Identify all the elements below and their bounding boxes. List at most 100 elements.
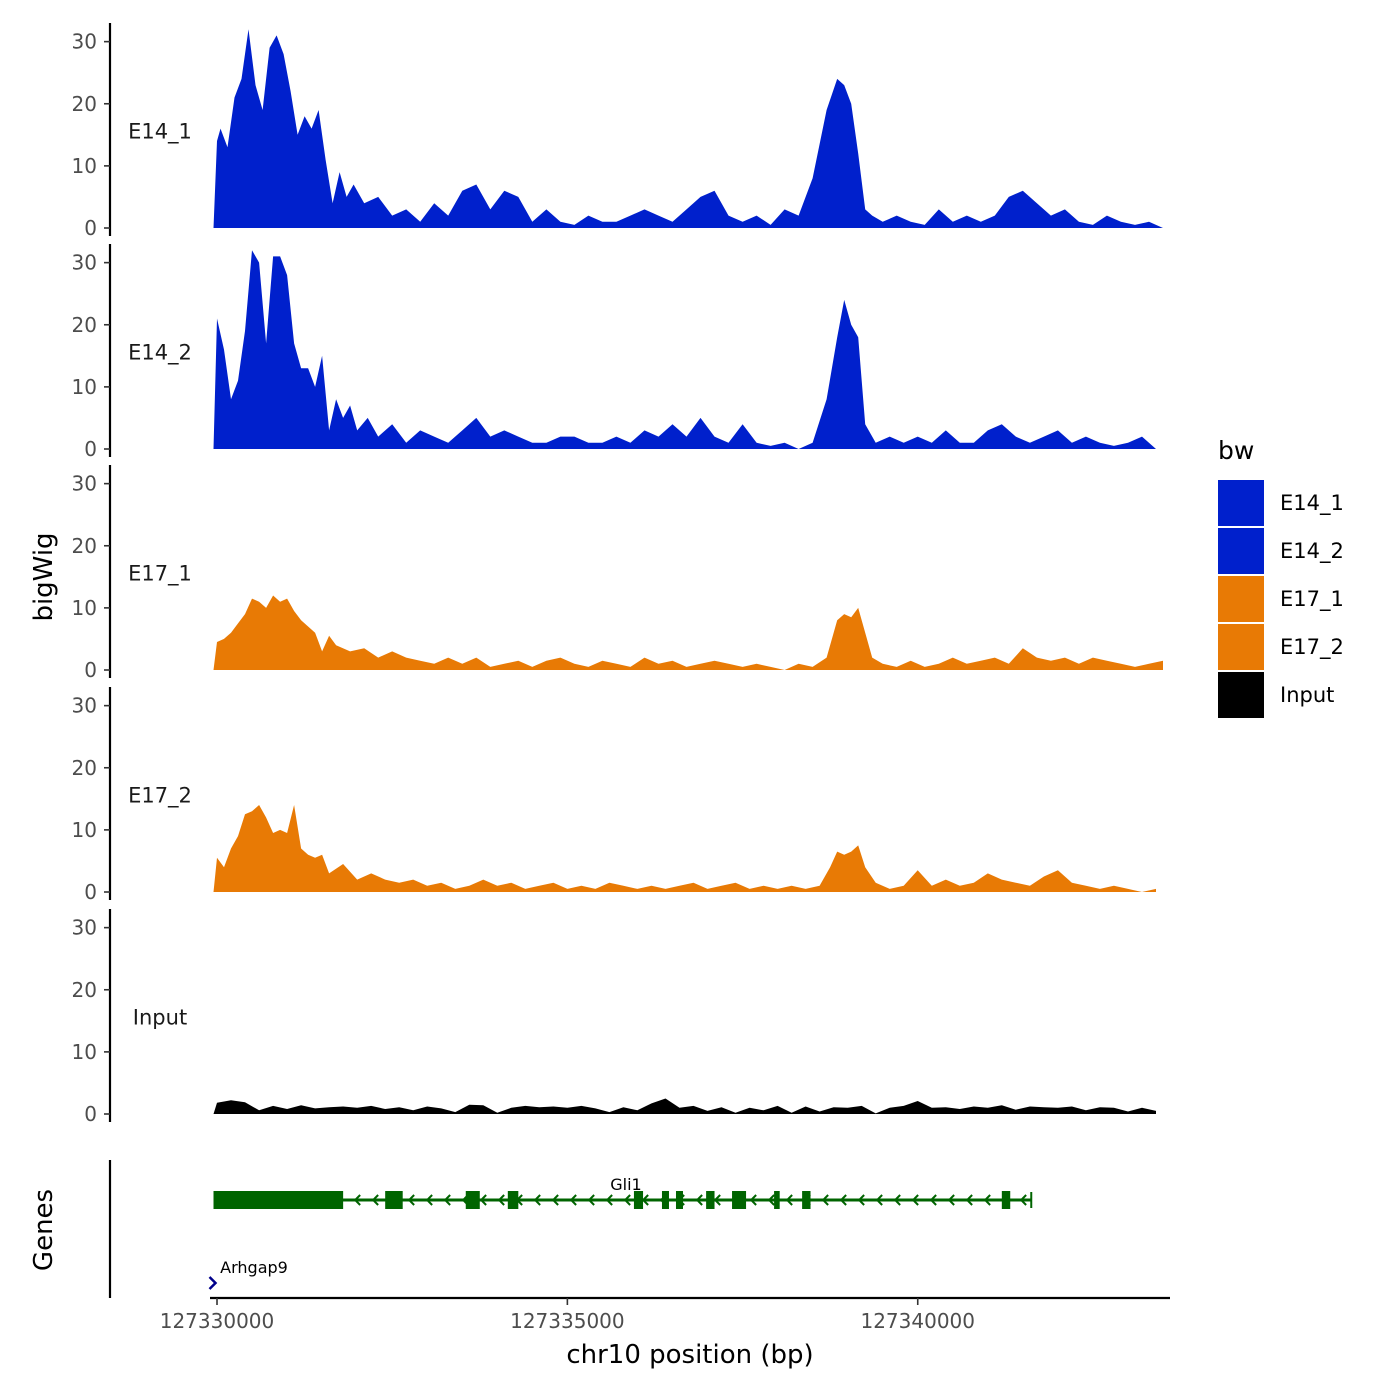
strand-chevron <box>569 1194 577 1206</box>
x-tick-label: 127340000 <box>860 1309 975 1333</box>
strand-chevron <box>208 1276 218 1290</box>
genes-axis-title: Genes <box>29 1189 59 1271</box>
legend-label-E17_1: E17_1 <box>1280 587 1344 612</box>
genes-layer: Gli1 Arhgap9 <box>108 1160 1033 1298</box>
strand-chevron <box>587 1194 595 1206</box>
track-E17_2: 0 10 20 30 E17_2 <box>72 687 1156 904</box>
x-axis: 127330000 127335000 127340000 <box>160 1296 1170 1333</box>
gene-Arhgap9: Arhgap9 <box>208 1258 288 1290</box>
track-Input: 0 10 20 30 Input <box>72 909 1156 1126</box>
area-Input <box>213 1098 1156 1114</box>
strand-chevron <box>479 1194 487 1206</box>
strand-chevron <box>371 1194 379 1206</box>
track-label-E14_1: E14_1 <box>128 120 192 145</box>
y-tick-label: 20 <box>72 534 97 558</box>
strand-chevron <box>641 1194 649 1206</box>
strand-chevron <box>695 1194 703 1206</box>
exon <box>774 1191 780 1209</box>
y-tick-label: 0 <box>84 216 97 240</box>
legend-swatch-E17_1 <box>1218 576 1264 622</box>
y-tick-label: 20 <box>72 313 97 337</box>
strand-chevron <box>497 1194 505 1206</box>
strand-chevron <box>893 1194 901 1206</box>
area-E17_1 <box>213 595 1163 670</box>
exon <box>802 1191 811 1209</box>
exon <box>385 1191 403 1209</box>
y-tick-label: 30 <box>72 251 97 275</box>
strand-chevron <box>425 1194 433 1206</box>
area-E14_2 <box>213 250 1156 449</box>
exon <box>213 1191 344 1209</box>
legend-swatch-E14_2 <box>1218 528 1264 574</box>
strand-chevron <box>785 1194 793 1206</box>
strand-chevron <box>551 1194 559 1206</box>
legend-label-E14_1: E14_1 <box>1280 491 1344 516</box>
strand-chevron <box>965 1194 973 1206</box>
y-tick-label: 30 <box>72 472 97 496</box>
x-tick-label: 127330000 <box>160 1309 275 1333</box>
y-tick-label: 0 <box>84 880 97 904</box>
x-axis-title: chr10 position (bp) <box>566 1340 813 1370</box>
area-E14_1 <box>213 29 1163 229</box>
legend-swatch-Input <box>1218 672 1264 718</box>
track-E14_1: 0 10 20 30 E14_1 <box>72 23 1163 240</box>
y-tick-label: 0 <box>84 658 97 682</box>
track-label-Input: Input <box>133 1006 187 1030</box>
y-tick-label: 30 <box>72 30 97 54</box>
x-tick-label: 127335000 <box>510 1309 625 1333</box>
strand-chevron <box>875 1194 883 1206</box>
exon <box>507 1191 519 1209</box>
strand-chevron <box>443 1194 451 1206</box>
area-E17_2 <box>213 805 1156 892</box>
strand-chevron <box>353 1194 361 1206</box>
strand-chevron <box>929 1194 937 1206</box>
y-tick-label: 20 <box>72 756 97 780</box>
exon <box>675 1191 683 1209</box>
track-label-E14_2: E14_2 <box>128 341 192 366</box>
strand-chevron <box>947 1194 955 1206</box>
strand-chevron <box>623 1194 631 1206</box>
legend-label-E14_2: E14_2 <box>1280 539 1344 564</box>
y-axis-title: bigWig <box>29 532 59 621</box>
legend-swatch-E17_2 <box>1218 624 1264 670</box>
tracks-layer: 0 10 20 30 E14_1 0 10 20 30 E14_2 0 10 20 30 E17_1 0 10 2… <box>72 23 1163 1126</box>
track-E14_2: 0 10 20 30 E14_2 <box>72 244 1156 461</box>
legend-title: bw <box>1218 436 1254 465</box>
legend-swatch-E14_1 <box>1218 480 1264 526</box>
strand-chevron <box>767 1194 775 1206</box>
y-tick-label: 30 <box>72 916 97 940</box>
y-tick-label: 10 <box>72 375 97 399</box>
track-label-E17_1: E17_1 <box>128 562 192 587</box>
y-tick-label: 30 <box>72 694 97 718</box>
track-E17_1: 0 10 20 30 E17_1 <box>72 465 1163 682</box>
y-tick-label: 10 <box>72 1040 97 1064</box>
strand-chevron <box>605 1194 613 1206</box>
y-tick-label: 0 <box>84 437 97 461</box>
y-tick-label: 0 <box>84 1102 97 1126</box>
exon <box>732 1191 747 1209</box>
exon <box>465 1191 480 1209</box>
strand-chevron <box>839 1194 847 1206</box>
strand-chevron <box>407 1194 415 1206</box>
strand-chevron <box>857 1194 865 1206</box>
y-tick-label: 20 <box>72 978 97 1002</box>
strand-chevron <box>1019 1194 1027 1206</box>
y-tick-label: 20 <box>72 92 97 116</box>
exon <box>706 1191 715 1209</box>
strand-chevron <box>983 1194 991 1206</box>
y-tick-label: 10 <box>72 154 97 178</box>
y-tick-label: 10 <box>72 596 97 620</box>
strand-chevron <box>749 1194 757 1206</box>
legend: bw E14_1 E14_2 E17_1 E17_2 Input <box>1218 436 1344 718</box>
gene-label-Gli1: Gli1 <box>610 1175 641 1194</box>
strand-chevron <box>713 1194 721 1206</box>
strand-chevron <box>533 1194 541 1206</box>
gene-Gli1: Gli1 <box>213 1175 1033 1209</box>
exon <box>633 1191 644 1209</box>
y-tick-label: 10 <box>72 818 97 842</box>
strand-chevron <box>821 1194 829 1206</box>
exon <box>661 1191 669 1209</box>
strand-chevron <box>911 1194 919 1206</box>
track-label-E17_2: E17_2 <box>128 784 192 809</box>
